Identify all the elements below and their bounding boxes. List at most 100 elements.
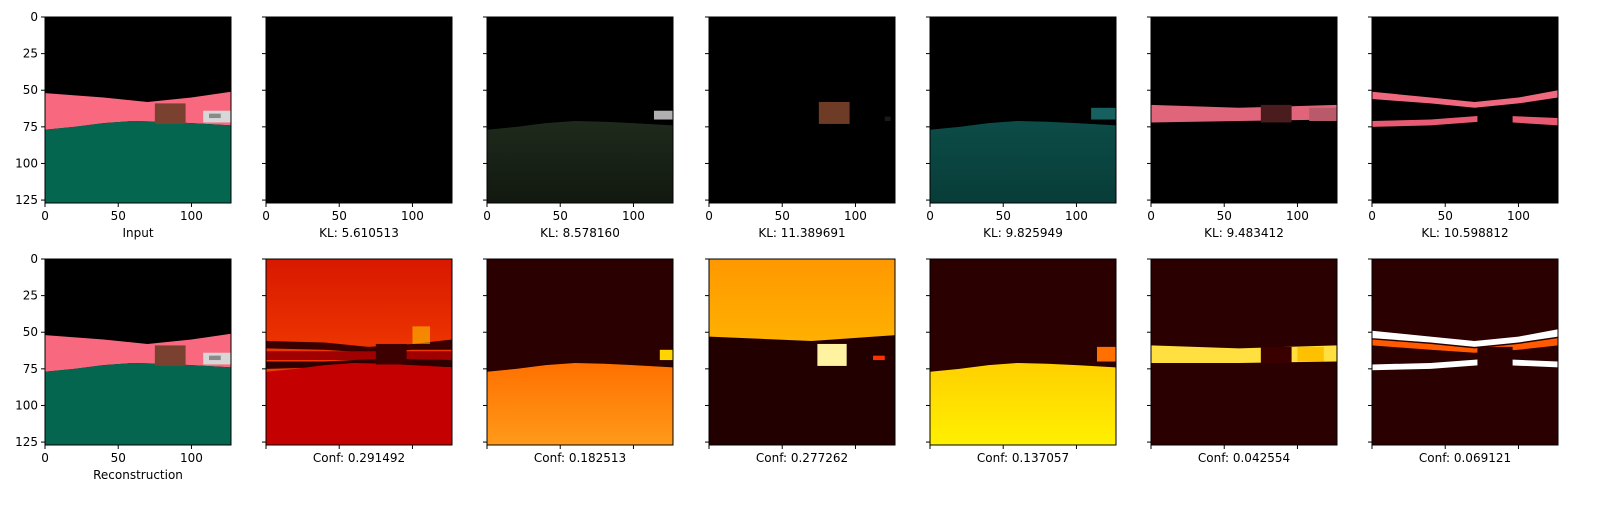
heat-road (266, 351, 452, 361)
ground-region (45, 120, 231, 203)
ground-region (487, 120, 673, 203)
panel-caption: KL: 9.483412 (1204, 226, 1284, 240)
x-tick-label: 0 (41, 209, 49, 223)
panel-frame (265, 258, 453, 446)
bottom-panel-6: Conf: 0.069121 (1368, 258, 1559, 465)
panel-frame (708, 258, 896, 446)
panel-frame (44, 258, 232, 446)
box-shadow (1260, 104, 1292, 123)
x-tick-label: 0 (262, 209, 270, 223)
heat-car (659, 349, 673, 361)
panel-caption: Conf: 0.042554 (1198, 451, 1290, 465)
y-tick-label: 25 (23, 47, 38, 61)
panel-frame (486, 16, 674, 204)
x-tick-label: 100 (1286, 209, 1309, 223)
panel-frame (929, 16, 1117, 204)
x-tick-label: 50 (332, 209, 347, 223)
panel-frame (1371, 258, 1559, 446)
panel-caption: Conf: 0.137057 (977, 451, 1069, 465)
y-tick-label: 25 (23, 289, 38, 303)
panel-image (45, 17, 231, 203)
x-tick-label: 50 (553, 209, 568, 223)
panel-caption: Conf: 0.277262 (756, 451, 848, 465)
y-tick-label: 50 (23, 83, 38, 97)
top-panel-6: 0 50 100 KL: 10.598812 (1368, 16, 1559, 240)
bottom-panel-5: Conf: 0.042554 (1147, 258, 1338, 465)
x-tick-label: 100 (844, 209, 867, 223)
panel-image (1372, 259, 1558, 445)
x-tick-label: 100 (401, 209, 424, 223)
car-window (209, 113, 221, 119)
box-object (154, 103, 186, 124)
car-blur (1309, 107, 1337, 121)
heat-band-upper (1372, 329, 1558, 347)
x-tick-label: 0 (705, 209, 713, 223)
x-tick-label: 50 (996, 209, 1011, 223)
ground-region (45, 362, 231, 445)
y-tick-label: 100 (15, 398, 38, 412)
ground-region (930, 120, 1116, 203)
car-object (884, 116, 891, 121)
x-tick-label: 0 (41, 451, 49, 465)
heat-hotspot (412, 326, 431, 344)
car-object (653, 110, 673, 120)
x-tick-label: 100 (180, 209, 203, 223)
panel-frame (929, 258, 1117, 446)
heat-box (817, 343, 847, 366)
heat-car (1297, 346, 1324, 362)
heat-ground (266, 362, 452, 445)
x-tick-label: 100 (180, 451, 203, 465)
empty-region (266, 17, 452, 203)
x-tick-label: 0 (1147, 209, 1155, 223)
panel-image (709, 17, 895, 203)
heat-ground (487, 362, 673, 445)
panel-caption: KL: 9.825949 (983, 226, 1063, 240)
heat-car (1096, 346, 1116, 362)
bottom-panel-3: Conf: 0.277262 (705, 258, 896, 465)
heat-box (1260, 346, 1292, 363)
x-tick-label: 50 (775, 209, 790, 223)
x-tick-label: 100 (1065, 209, 1088, 223)
box-object (154, 345, 186, 366)
panel-frame (1371, 16, 1559, 204)
panel-image (487, 259, 673, 445)
panel-caption: KL: 5.610513 (319, 226, 399, 240)
heat-box (1477, 346, 1513, 368)
bottom-panel-4: Conf: 0.137057 (926, 258, 1117, 465)
panel-image (45, 259, 231, 445)
panel-frame (1150, 16, 1338, 204)
panel-caption: Input (122, 226, 153, 240)
box-shadow (1477, 107, 1513, 126)
x-tick-label: 50 (1217, 209, 1232, 223)
y-tick-label: 0 (30, 252, 38, 266)
x-tick-label: 0 (926, 209, 934, 223)
bottom-panel-1: Conf: 0.291492 (262, 258, 453, 465)
panel-image (1151, 17, 1337, 203)
panel-caption: KL: 11.389691 (758, 226, 845, 240)
y-tick-label: 75 (23, 362, 38, 376)
panel-image (487, 17, 673, 203)
panel-frame (44, 16, 232, 204)
heat-ground (930, 362, 1116, 445)
panel-caption: Conf: 0.069121 (1419, 451, 1511, 465)
panel-image (266, 259, 452, 445)
panel-caption: KL: 10.598812 (1421, 226, 1508, 240)
top-panel-3: 0 50 100 KL: 11.389691 (705, 16, 896, 240)
panel-image (1151, 259, 1337, 445)
x-tick-label: 100 (622, 209, 645, 223)
bottom-panel-2: Conf: 0.182513 (483, 258, 674, 465)
panel-image (709, 259, 895, 445)
panel-caption: Conf: 0.291492 (313, 451, 405, 465)
x-tick-label: 100 (1507, 209, 1530, 223)
x-tick-label: 50 (111, 451, 126, 465)
y-tick-label: 100 (15, 156, 38, 170)
panel-image (930, 17, 1116, 203)
empty-region (709, 17, 895, 203)
heat-car (873, 355, 885, 361)
road-band-upper (1372, 90, 1558, 108)
